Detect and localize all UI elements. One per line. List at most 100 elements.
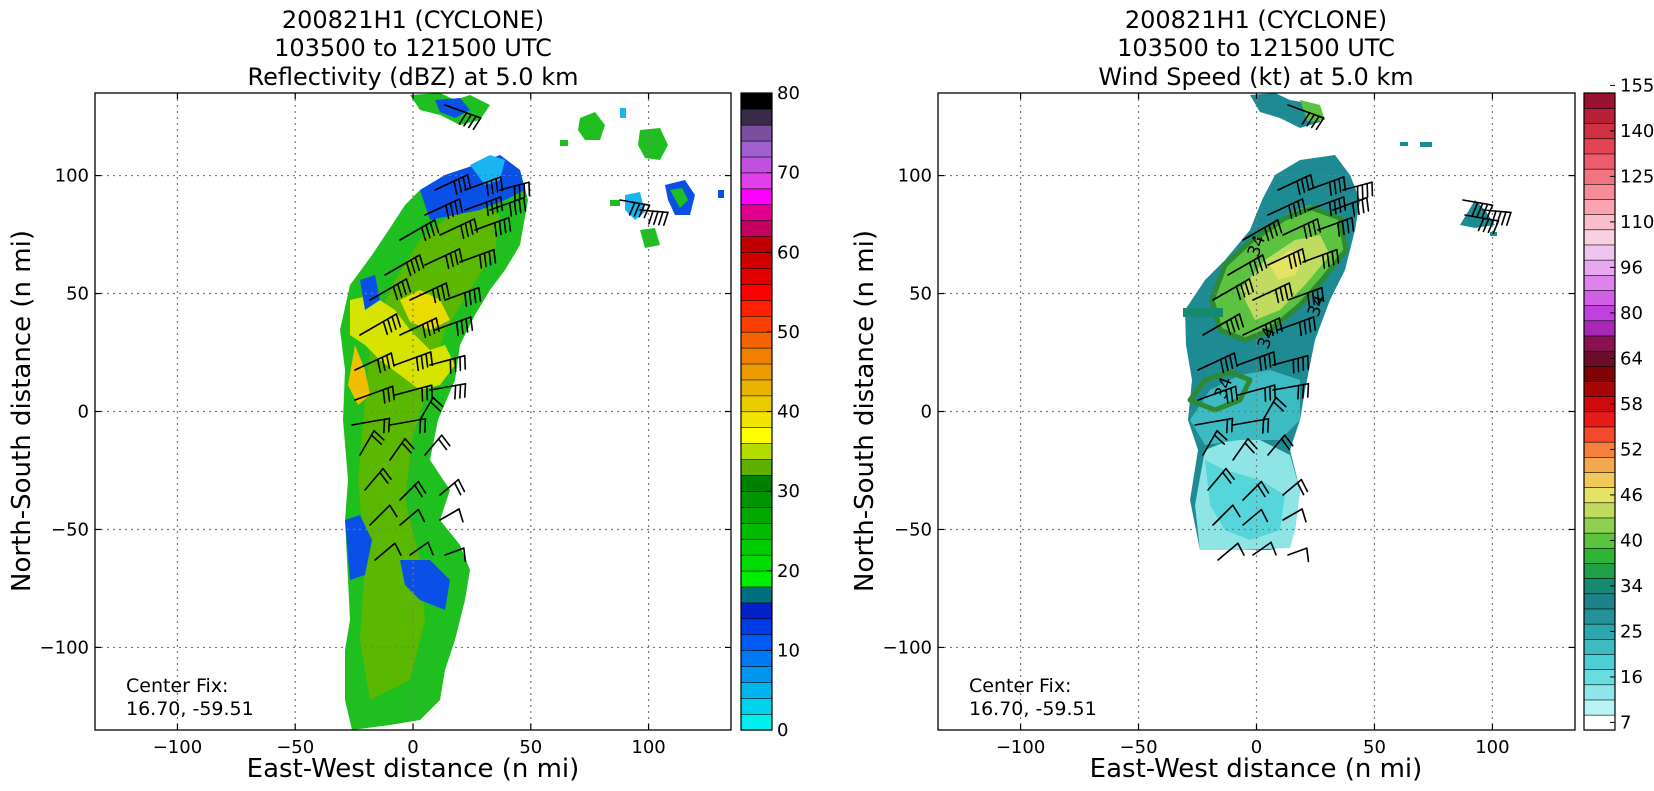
- reflectivity-colorbar-swatch: [741, 141, 772, 157]
- wind-colorbar-label: 96: [1620, 257, 1643, 278]
- wind-colorbar-label: 16: [1620, 667, 1643, 688]
- reflectivity-colorbar-swatch: [741, 714, 772, 730]
- wind-y-tick-label: 50: [909, 284, 932, 305]
- reflectivity-colorbar-swatch: [741, 619, 772, 635]
- wind-colorbar-label: 110: [1620, 212, 1654, 233]
- wind-colorbar-swatch: [1584, 639, 1615, 654]
- wind-x-tick-label: −100: [996, 737, 1045, 758]
- wind-colorbar-swatch: [1584, 199, 1615, 214]
- reflectivity-colorbar-swatch: [741, 507, 772, 523]
- reflectivity-colorbar-swatch: [741, 634, 772, 650]
- reflectivity-colorbar-swatch: [741, 571, 772, 587]
- reflectivity-wind-barb-flag: [455, 483, 461, 495]
- wind-colorbar-swatch: [1584, 184, 1615, 199]
- wind-wind-barb-flag: [1507, 212, 1511, 225]
- reflectivity-colorbar-label: 60: [777, 242, 800, 263]
- reflectivity-wind-barb-flag: [420, 420, 421, 433]
- wind-colorbar-label: 140: [1620, 121, 1654, 142]
- reflectivity-colorbar-swatch: [741, 173, 772, 189]
- reflectivity-wind-barb-flag: [384, 419, 385, 432]
- wind-colorbar-swatch: [1584, 518, 1615, 533]
- reflectivity-colorbar-swatch: [741, 364, 772, 380]
- reflectivity-colorbar-label: 20: [777, 561, 800, 582]
- reflectivity-colorbar-label: 0: [777, 720, 788, 741]
- reflectivity-wind-barb-flag: [458, 480, 464, 492]
- reflectivity-colorbar-swatch: [741, 284, 772, 300]
- wind-colorbar-swatch: [1584, 275, 1615, 290]
- reflectivity-colorbar-swatch: [741, 332, 772, 348]
- wind-colorbar-label: 64: [1620, 348, 1643, 369]
- wind-colorbar-swatch: [1584, 245, 1615, 260]
- wind-grid: [938, 93, 1575, 730]
- wind-colorbar-swatch: [1584, 685, 1615, 700]
- reflectivity-x-tick-label: 100: [631, 737, 665, 758]
- wind-colorbar-swatch: [1584, 700, 1615, 715]
- wind-title-line-2: 103500 to 121500 UTC: [1117, 34, 1395, 62]
- reflectivity-colorbar-swatch: [741, 268, 772, 284]
- wind-colorbar-swatch: [1584, 93, 1615, 108]
- wind-colorbar-swatch: [1584, 412, 1615, 427]
- wind-wind-barb-flag: [1367, 198, 1369, 211]
- wind-colorbar-swatch: [1584, 381, 1615, 396]
- wind-colorbar-label: 58: [1620, 394, 1643, 415]
- wind-wind-barb-flag: [1263, 420, 1264, 433]
- wind-colorbar-swatch: [1584, 563, 1615, 578]
- reflectivity-colorbar-swatch: [741, 698, 772, 714]
- reflectivity-y-tick-label: −100: [40, 637, 89, 658]
- wind-colorbar-swatch: [1584, 548, 1615, 563]
- wind-wind-barb: [1288, 548, 1307, 555]
- reflectivity-wind-barb-flag: [659, 212, 663, 225]
- wind-colorbar-swatch: [1584, 472, 1615, 487]
- reflectivity-colorbar-swatch: [741, 220, 772, 236]
- reflectivity-colorbar-swatch: [741, 348, 772, 364]
- reflectivity-colorbar-swatch: [741, 523, 772, 539]
- reflectivity-y-tick-label: −50: [51, 519, 89, 540]
- wind-title-line-1: 200821H1 (CYCLONE): [1125, 6, 1387, 34]
- reflectivity-y-tick-label: 100: [55, 166, 89, 187]
- wind-colorbar-swatch: [1584, 366, 1615, 381]
- wind-colorbar-label: 46: [1620, 485, 1643, 506]
- reflectivity-colorbar-label: 70: [777, 163, 800, 184]
- reflectivity-colorbar-swatch: [741, 93, 772, 109]
- reflectivity-colorbar-swatch: [741, 475, 772, 491]
- reflectivity-colorbar-swatch: [741, 443, 772, 459]
- reflectivity-title-line-2: 103500 to 121500 UTC: [274, 34, 552, 62]
- reflectivity-colorbar-swatch: [741, 427, 772, 443]
- reflectivity-center-fix-value: 16.70, -59.51: [126, 698, 254, 720]
- reflectivity-colorbar-swatch: [741, 125, 772, 141]
- reflectivity-panel: 200821H1 (CYCLONE) 103500 to 121500 UTC …: [7, 6, 800, 784]
- reflectivity-wind-barb-flag: [664, 212, 668, 225]
- wind-colorbar-swatch: [1584, 654, 1615, 669]
- reflectivity-colorbar-swatch: [741, 491, 772, 507]
- reflectivity-x-tick-label: −100: [153, 737, 202, 758]
- reflectivity-colorbar-swatch: [741, 587, 772, 603]
- echo-speck-1: [560, 140, 568, 146]
- reflectivity-center-fix-label: Center Fix:: [126, 675, 228, 697]
- wind-speck-1: [1400, 142, 1408, 146]
- echo-cell-ne-5: [640, 228, 660, 248]
- wind-y-tick-label: −50: [894, 519, 932, 540]
- wind-colorbar-swatch: [1584, 230, 1615, 245]
- reflectivity-colorbar-swatch: [741, 380, 772, 396]
- wind-colorbar-label: 34: [1620, 576, 1643, 597]
- reflectivity-colorbar-label: 10: [777, 640, 800, 661]
- reflectivity-colorbar-swatch: [741, 109, 772, 125]
- wind-wind-barb-flag: [1493, 221, 1498, 233]
- reflectivity-colorbar-label: 50: [777, 322, 800, 343]
- reflectivity-wind-barb-flag: [460, 385, 461, 398]
- wind-colorbar-swatch: [1584, 609, 1615, 624]
- reflectivity-colorbar-swatch: [741, 666, 772, 682]
- wind-colorbar-swatch: [1584, 154, 1615, 169]
- wind-wind-barb-flag: [1268, 419, 1269, 432]
- reflectivity-y-tick-label: 0: [78, 402, 89, 423]
- reflectivity-colorbar-swatch: [741, 412, 772, 428]
- wind-center-fix-value: 16.70, -59.51: [969, 698, 1097, 720]
- reflectivity-y-tick-label: 50: [66, 284, 89, 305]
- echo-cell-ne-1: [578, 112, 605, 140]
- wind-wind-barb-flag: [1301, 480, 1307, 492]
- wind-colorbar-swatch: [1584, 108, 1615, 123]
